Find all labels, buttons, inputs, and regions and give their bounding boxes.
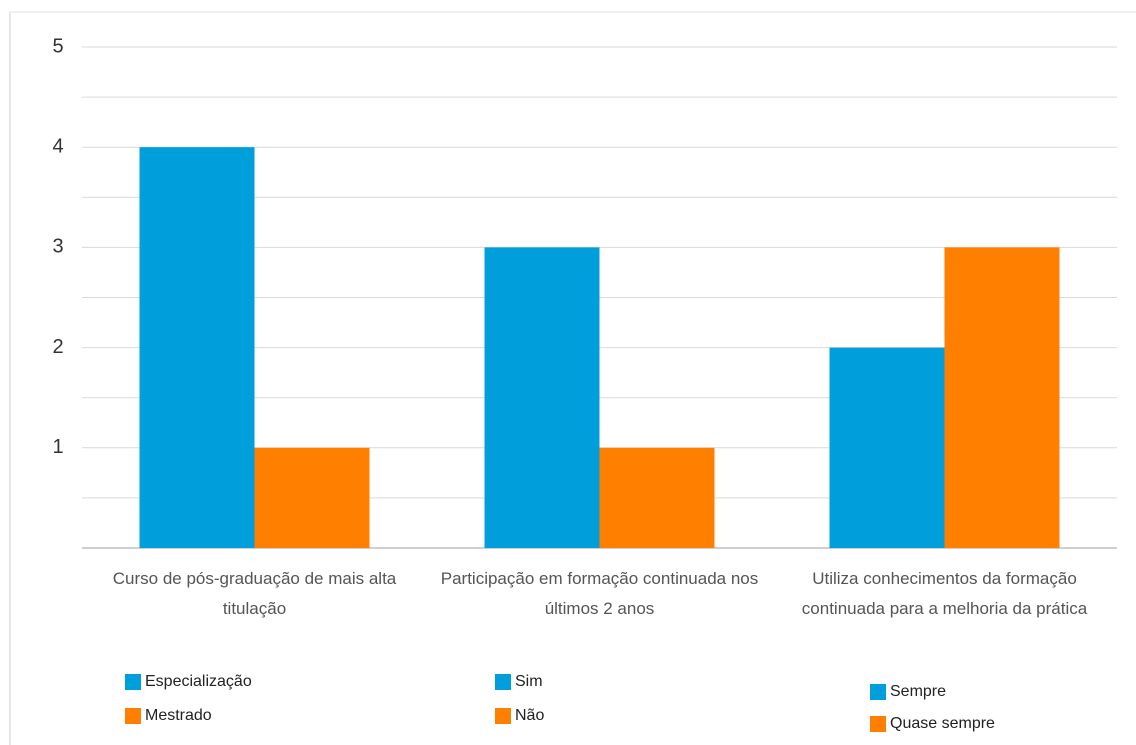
x-tick-label-line: titulação	[223, 599, 286, 618]
x-tick-label-line: Participação em formação continuada nos	[441, 569, 759, 588]
x-tick-label: Curso de pós-graduação de mais alta titul…	[113, 569, 397, 618]
legend-label: Sempre	[890, 683, 946, 700]
x-tick-label-line: Curso de pós-graduação de mais alta	[113, 569, 397, 588]
bar	[254, 447, 370, 548]
y-tick-label: 1	[52, 436, 63, 458]
x-tick-label-line: continuada para a melhoria da prática	[802, 599, 1088, 618]
legend-swatch	[870, 716, 886, 732]
y-tick-label: 2	[52, 336, 63, 358]
x-tick-label-line: últimos 2 anos	[545, 599, 655, 618]
legend-label: Mestrado	[145, 707, 212, 724]
legend-label: Sim	[515, 673, 543, 690]
legend-swatch	[870, 684, 886, 700]
bar	[829, 347, 945, 548]
x-tick-label: Participação em formação continuada nos ú…	[441, 569, 759, 618]
legend-swatch	[495, 674, 511, 690]
legend-swatch	[125, 708, 141, 724]
bar	[944, 247, 1060, 548]
y-tick-label: 3	[52, 236, 63, 258]
y-tick-label: 4	[52, 135, 63, 157]
legend-label: Especialização	[145, 673, 252, 690]
bar	[139, 147, 255, 548]
x-tick-label-line: Utiliza conhecimentos da formação	[812, 569, 1077, 588]
legend-swatch	[125, 674, 141, 690]
bar	[599, 447, 715, 548]
x-tick-label: Utiliza conhecimentos da formação continu…	[802, 569, 1088, 618]
legend-label: Não	[515, 707, 544, 724]
legend-label: Quase sempre	[890, 715, 995, 732]
bar	[484, 247, 600, 548]
legend-swatch	[495, 708, 511, 724]
y-tick-label: 5	[52, 35, 63, 57]
